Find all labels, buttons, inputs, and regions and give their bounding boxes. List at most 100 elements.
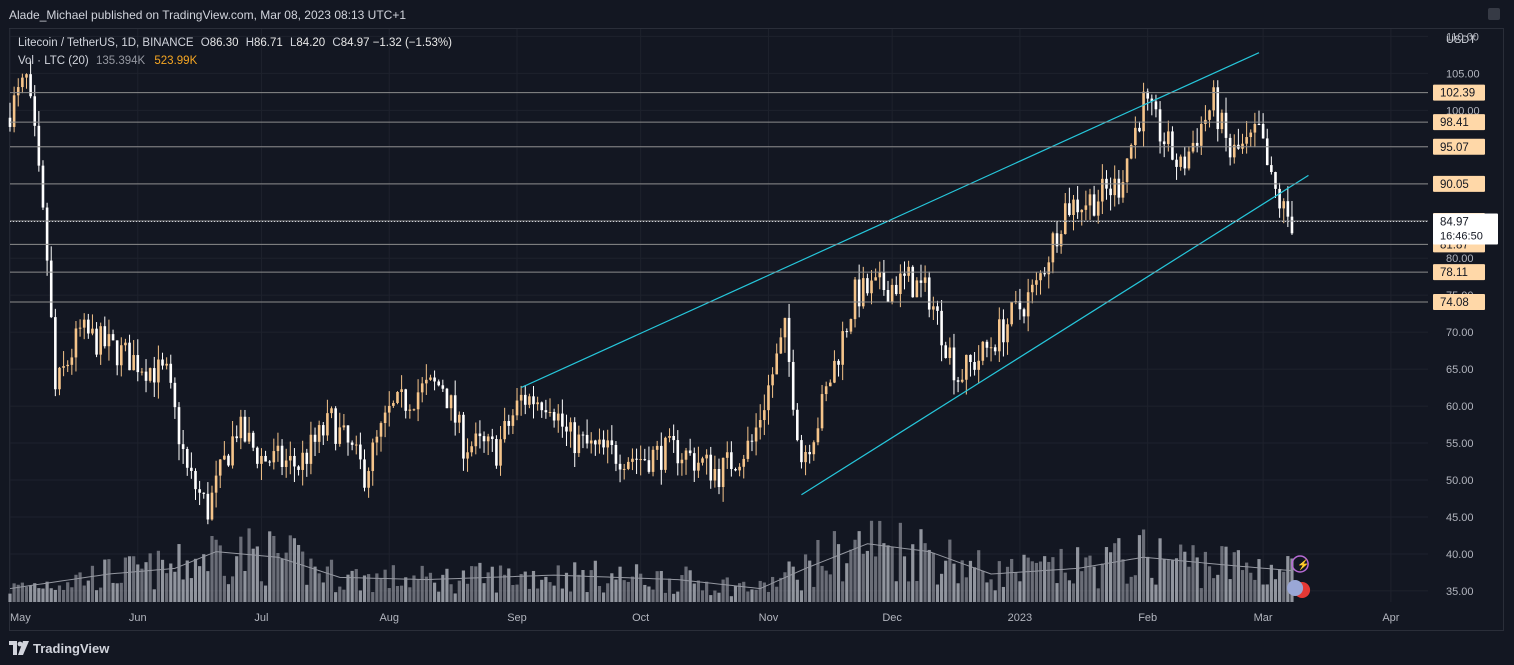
- volume-bar: [738, 583, 742, 602]
- volume-bar: [630, 576, 635, 602]
- volume-bar: [1158, 538, 1162, 602]
- candle-body: [330, 408, 333, 414]
- volume-label[interactable]: Vol · LTC (20): [18, 55, 89, 67]
- volume-bar: [606, 583, 610, 602]
- volume-bar: [647, 586, 651, 602]
- candle-body: [594, 440, 597, 445]
- candle-body: [1138, 127, 1141, 132]
- candle-body: [903, 273, 906, 276]
- candle-body: [1282, 201, 1286, 209]
- volume-bar: [222, 575, 226, 602]
- volume-bar: [305, 584, 309, 602]
- candle-body: [915, 280, 919, 298]
- candle-body: [103, 326, 107, 347]
- y-axis-unit: USDT: [1446, 34, 1476, 46]
- candle-body: [1092, 194, 1096, 216]
- candle-body: [66, 364, 70, 367]
- candle-body: [981, 341, 985, 361]
- volume-bar: [845, 563, 849, 602]
- volume-bar: [165, 573, 169, 602]
- volume-bar: [1253, 579, 1257, 602]
- volume-bar: [498, 565, 503, 602]
- candle-body: [62, 366, 65, 368]
- candle-body: [680, 459, 684, 464]
- candle-body: [944, 345, 948, 358]
- volume-bar: [799, 590, 804, 602]
- volume-bar: [787, 561, 791, 602]
- candle-body: [993, 347, 997, 352]
- volume-bar: [1096, 588, 1100, 602]
- candle-body: [293, 455, 296, 467]
- candle-body: [54, 317, 57, 390]
- volume-bar: [552, 585, 556, 602]
- x-tick-label: Mar: [1254, 612, 1273, 624]
- candle-body: [965, 354, 968, 380]
- volume-bar: [1170, 560, 1175, 602]
- volume-bar: [832, 531, 837, 602]
- volume-bar: [1261, 584, 1265, 602]
- candle-body: [956, 380, 960, 382]
- volume-bar: [935, 584, 940, 602]
- volume-bar: [193, 558, 198, 602]
- candle-body: [824, 386, 828, 395]
- candle-body: [416, 392, 420, 410]
- volume-bar: [1034, 562, 1039, 602]
- volume-bar: [972, 567, 977, 602]
- candle-body: [206, 493, 210, 520]
- candle-body: [1241, 143, 1244, 149]
- candle-body: [45, 207, 49, 261]
- volume-bar: [589, 570, 593, 602]
- candle-body: [1278, 188, 1281, 209]
- volume-bar: [412, 575, 416, 602]
- fullscreen-icon[interactable]: [1488, 8, 1500, 20]
- open-value: 86.30: [209, 37, 239, 49]
- candle-body: [940, 310, 943, 346]
- candle-body: [482, 436, 486, 442]
- volume-bar: [132, 556, 136, 602]
- volume-bar: [890, 547, 894, 602]
- volume-bar: [334, 592, 338, 602]
- candle-body: [91, 328, 94, 334]
- volume-bar: [1265, 584, 1269, 602]
- volume-bar: [198, 566, 202, 602]
- volume-bar: [1076, 547, 1080, 602]
- candle-body: [853, 279, 857, 320]
- open-label: O: [200, 37, 210, 49]
- volume-bar: [342, 589, 346, 602]
- candle-body: [445, 388, 449, 409]
- candle-body: [247, 432, 251, 442]
- candle-body: [383, 412, 387, 424]
- footer: TradingView: [9, 638, 109, 658]
- volume-bar: [820, 565, 824, 602]
- symbol-title[interactable]: Litecoin / TetherUS, 1D, BINANCE: [18, 37, 194, 49]
- volume-bar: [507, 568, 511, 602]
- candle-body: [334, 408, 337, 444]
- candle-body: [466, 452, 469, 459]
- channel-line-lower: [801, 174, 1309, 496]
- volume-bar: [1183, 551, 1187, 602]
- volume-bar: [597, 586, 602, 602]
- volume-bar: [812, 586, 816, 602]
- volume-bar: [1232, 552, 1236, 602]
- candle-body: [1030, 284, 1034, 293]
- candle-body: [400, 389, 403, 392]
- volume-bar: [729, 596, 733, 602]
- volume-bar: [321, 582, 325, 602]
- candle-body: [1063, 203, 1067, 235]
- volume-bar: [1249, 572, 1253, 602]
- volume-bar: [420, 565, 424, 602]
- volume-bar: [189, 578, 193, 602]
- candle-body: [544, 410, 548, 413]
- volume-bar: [94, 590, 99, 602]
- candle-body: [725, 452, 729, 458]
- volume-bar: [573, 562, 577, 602]
- volume-bar: [564, 572, 569, 602]
- volume-bar: [808, 560, 812, 602]
- candle-body: [552, 412, 556, 421]
- volume-bar: [791, 566, 795, 602]
- volume-bar: [1150, 577, 1154, 602]
- volume-bar: [395, 586, 400, 602]
- level-tag: [1433, 264, 1485, 281]
- candle-body: [194, 470, 197, 490]
